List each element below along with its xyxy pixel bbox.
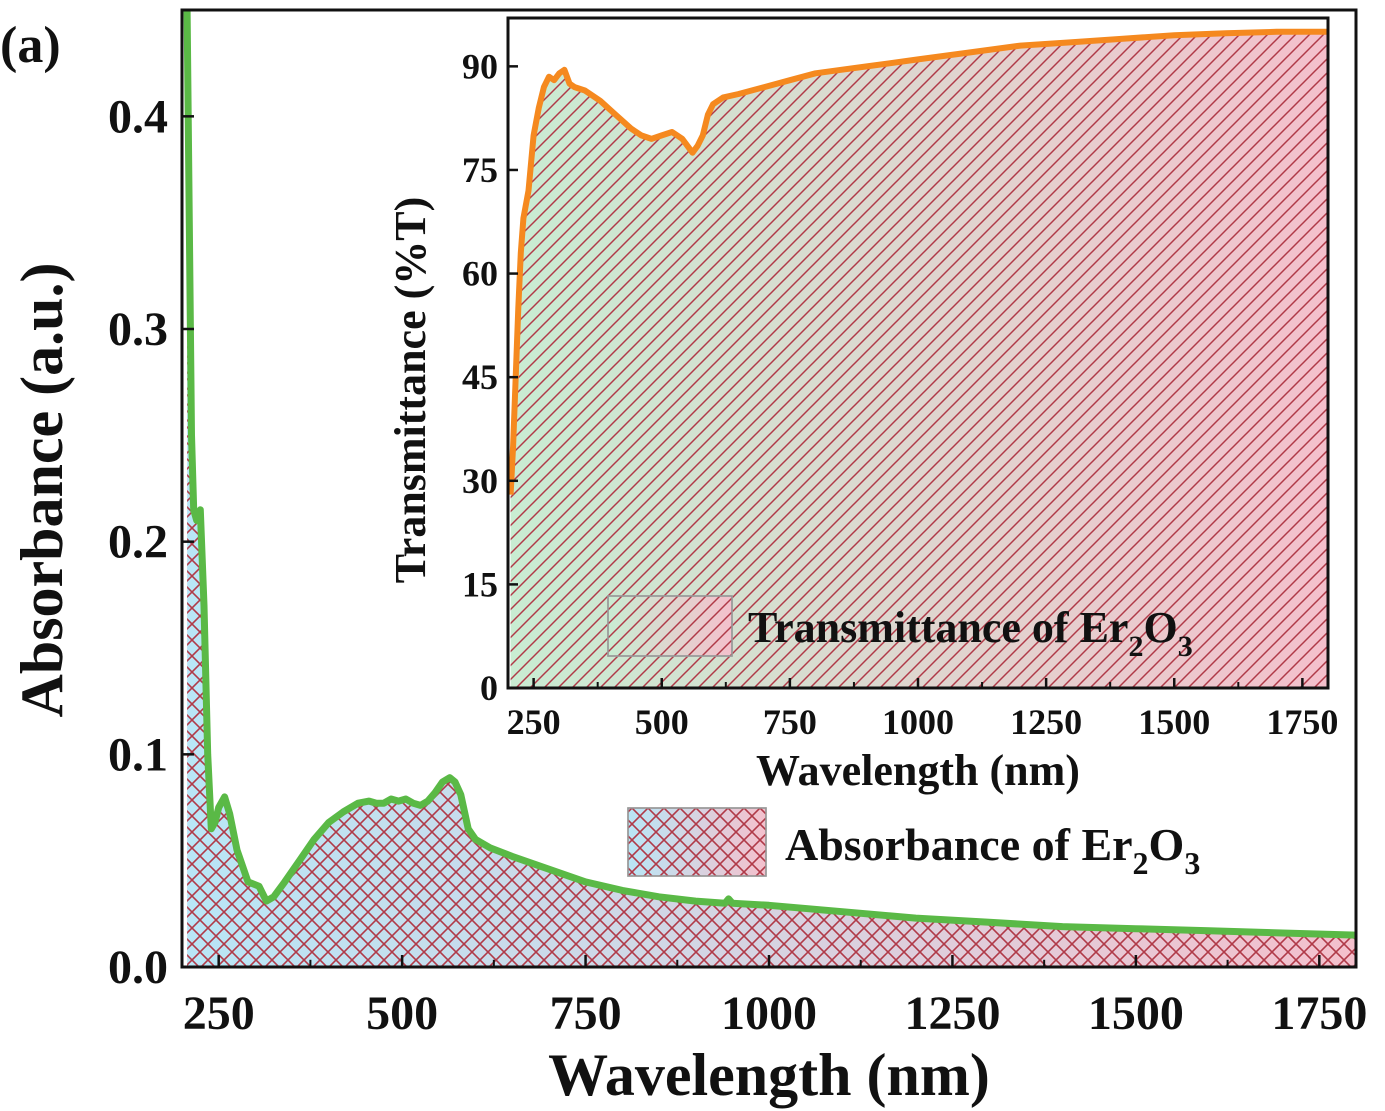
- inset-y-tick-label: 90: [462, 46, 498, 86]
- inset-area-hatch: [510, 31, 1328, 688]
- main-legend-label: Absorbance of Er2O3: [785, 819, 1200, 881]
- inset-x-tick-label: 1250: [1010, 702, 1082, 742]
- main-y-tick-label: 0.2: [108, 516, 168, 569]
- main-x-ticks: 250 500 750 1000 1250 1500 1750: [183, 955, 1367, 1040]
- inset-y-tick-label: 45: [462, 357, 498, 397]
- main-x-tick-label: 1750: [1271, 987, 1367, 1040]
- main-area-fill: [187, 10, 1356, 967]
- main-y-axis-title: Absorbance (a.u.): [9, 262, 75, 717]
- inset-x-tick-label: 1500: [1138, 702, 1210, 742]
- inset-y-tick-label: 15: [462, 564, 498, 604]
- inset-x-tick-label: 250: [507, 702, 561, 742]
- inset-x-ticks: 250 500 750 1000 1250 1500 1750: [507, 678, 1338, 742]
- main-y-ticks: 0.0 0.1 0.2 0.3 0.4: [108, 90, 194, 994]
- transmittance-line: [508, 28, 1328, 495]
- main-legend-swatch-hatch: [627, 807, 767, 877]
- main-area-hatch: [187, 10, 1356, 967]
- absorbance-line: [183, 10, 1356, 939]
- main-y-tick-label: 0.3: [108, 303, 168, 356]
- main-legend: Absorbance of Er2O3: [627, 807, 1200, 881]
- inset-legend: Transmittance of Er2O3: [607, 595, 1193, 663]
- main-x-tick-label: 1000: [721, 987, 817, 1040]
- main-x-tick-label: 500: [366, 987, 438, 1040]
- inset-x-tick-label: 750: [763, 702, 817, 742]
- inset-y-ticks: 0 15 30 45 60 75 90: [462, 46, 518, 708]
- main-y-tick-label: 0.4: [108, 90, 168, 143]
- main-x-tick-label: 1250: [904, 987, 1000, 1040]
- inset-area-fill: [510, 31, 1328, 688]
- inset-y-axis-title: Transmittance (%T): [386, 197, 435, 584]
- panel-label: (a): [0, 17, 61, 74]
- inset-y-tick-label: 30: [462, 461, 498, 501]
- main-x-tick-label: 250: [183, 987, 255, 1040]
- main-plot: 250 500 750 1000 1250 1500 1750 0.00.10.20.30.…: [0, 8, 1367, 1108]
- inset-x-tick-label: 1750: [1266, 702, 1338, 742]
- main-x-axis-title: Wavelength (nm): [548, 1042, 990, 1108]
- inset-x-tick-label: 500: [635, 702, 689, 742]
- inset-y-tick-label: 60: [462, 254, 498, 294]
- main-y-tick-label: 0.1: [108, 728, 168, 781]
- main-y-tick-label: 0.0: [108, 941, 168, 994]
- inset-y-tick-label: 0: [480, 668, 498, 708]
- inset-y-tick-label: 75: [462, 150, 498, 190]
- inset-legend-swatch-hatch: [607, 595, 733, 657]
- inset-x-tick-label: 1000: [882, 702, 954, 742]
- main-x-tick-label: 1500: [1088, 987, 1184, 1040]
- inset-plot: 250 500 750 1000 1250 1500 1750 0153045607590 …: [386, 16, 1338, 795]
- inset-x-axis-title: Wavelength (nm): [756, 746, 1080, 795]
- inset-legend-label: Transmittance of Er2O3: [748, 603, 1193, 663]
- main-x-tick-label: 750: [550, 987, 622, 1040]
